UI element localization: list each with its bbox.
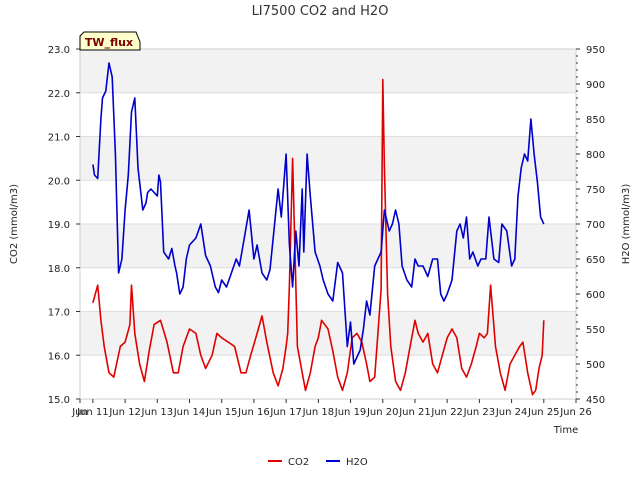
y-left-tick-label-5: 20.0 [48, 176, 70, 187]
x-tick-label-11: Jun 22 [430, 407, 463, 418]
chart-title: LI7500 CO2 and H2O [252, 4, 389, 19]
x-tick-label-9: Jun 20 [366, 407, 399, 418]
site-badge: TW_flux [79, 31, 141, 51]
x-tick-label-12: Jun 23 [463, 407, 496, 418]
y-right-tick-label-1: 500 [586, 360, 605, 371]
y-right-tick-label-10: 950 [586, 45, 605, 56]
site-badge-shape [79, 31, 141, 51]
x-tick-label-14: Jun 25 [527, 407, 560, 418]
x-tick-label-first: Jun [71, 407, 88, 418]
band-2 [80, 136, 576, 181]
y-right-axis-ticks: 450 500 550 600 650 700 750 800 850 900 950 [576, 45, 605, 406]
x-tick-label-6: Jun 17 [269, 407, 302, 418]
series-line-co2 [92, 78, 545, 396]
x-tick-label-10: Jun 21 [398, 407, 431, 418]
y-left-tick-label-2: 17.0 [48, 308, 70, 319]
x-tick-label-1: Jun 12 [108, 407, 141, 418]
band-0 [80, 311, 576, 356]
x-tick-label-2: Jun 13 [141, 407, 174, 418]
x-tick-label-15: Jun 26 [559, 407, 592, 418]
x-tick-label-3: Jun 14 [173, 407, 206, 418]
y-left-axis-ticks: 15.0 16.0 17.0 18.0 19.0 20.0 21.0 22.0 23.0 [48, 45, 80, 406]
x-axis-label: Time [553, 425, 578, 436]
y-right-axis-label: H2O (mmol/m3) [621, 184, 632, 265]
y-left-tick-label-7: 22.0 [48, 89, 70, 100]
y-right-tick-label-5: 700 [586, 220, 605, 231]
y-right-tick-label-9: 900 [586, 80, 605, 91]
y-right-tick-label-6: 750 [586, 185, 605, 196]
x-tick-label-7: Jun 18 [302, 407, 335, 418]
y-left-tick-label-8: 23.0 [48, 45, 70, 56]
y-left-tick-label-6: 21.0 [48, 133, 70, 144]
x-tick-label-8: Jun 19 [334, 407, 367, 418]
y-left-tick-label-0: 15.0 [48, 395, 70, 406]
y-right-tick-label-7: 800 [586, 150, 605, 161]
x-tick-label-13: Jun 24 [495, 407, 528, 418]
legend-co2-label: CO2 [288, 457, 309, 468]
site-badge-text: TW_flux [85, 36, 133, 49]
x-tick-label-0: Jun 11 [76, 407, 109, 418]
y-right-tick-label-2: 550 [586, 325, 605, 336]
series-line-h2o [92, 62, 545, 365]
legend: CO2 H2O [268, 457, 368, 468]
legend-h2o-label: H2O [346, 457, 368, 468]
band-3 [80, 49, 576, 93]
y-right-tick-label-4: 650 [586, 255, 605, 266]
series-layer [92, 62, 545, 396]
y-left-tick-label-1: 16.0 [48, 351, 70, 362]
y-left-tick-label-4: 19.0 [48, 220, 70, 231]
y-right-tick-label-3: 600 [586, 290, 605, 301]
y-right-tick-label-8: 850 [586, 115, 605, 126]
x-tick-label-5: Jun 16 [237, 407, 270, 418]
y-right-tick-label-0: 450 [586, 395, 605, 406]
x-tick-label-4: Jun 15 [205, 407, 238, 418]
y-left-axis-label: CO2 (mmol/m3) [9, 184, 20, 264]
y-left-tick-label-3: 18.0 [48, 264, 70, 275]
